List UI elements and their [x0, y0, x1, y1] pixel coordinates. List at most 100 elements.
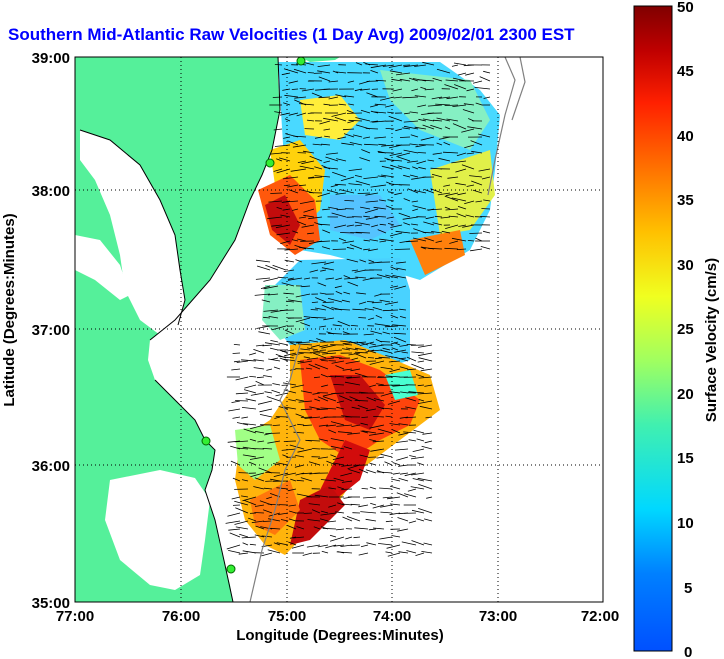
velocity-arrow	[412, 205, 427, 210]
velocity-arrow	[355, 117, 371, 122]
velocity-arrow	[325, 152, 339, 155]
velocity-arrow	[367, 357, 375, 359]
velocity-arrow	[359, 341, 375, 346]
velocity-arrow	[420, 86, 427, 90]
y-axis-label: Latitude (Degrees:Minutes)	[1, 213, 18, 406]
velocity-arrow	[282, 382, 297, 386]
velocity-arrow	[451, 160, 467, 164]
velocity-arrow	[273, 542, 281, 546]
velocity-arrow	[401, 541, 417, 546]
velocity-arrow	[345, 360, 361, 364]
velocity-arrow	[417, 384, 425, 387]
velocity-arrow	[412, 478, 425, 482]
velocity-arrow	[366, 408, 377, 412]
velocity-arrow	[321, 360, 329, 362]
velocity-arrow	[426, 208, 443, 211]
velocity-arrow	[342, 240, 355, 244]
velocity-arrow	[303, 512, 313, 514]
velocity-arrow	[228, 550, 241, 554]
velocity-arrow	[293, 431, 305, 434]
velocity-arrow	[330, 356, 343, 359]
velocity-arrow	[316, 408, 329, 411]
velocity-arrow	[480, 246, 491, 250]
velocity-arrow	[234, 500, 249, 506]
velocity-arrow	[264, 391, 273, 394]
velocity-arrow	[369, 360, 385, 365]
velocity-arrow	[464, 200, 475, 205]
velocity-arrow	[387, 552, 401, 557]
velocity-arrow	[474, 87, 491, 90]
velocity-arrow	[389, 391, 401, 394]
velocity-arrow	[359, 259, 367, 263]
velocity-arrow	[270, 478, 281, 482]
velocity-arrow	[360, 88, 371, 91]
velocity-arrow	[452, 104, 467, 107]
velocity-arrow	[386, 496, 401, 500]
velocity-arrow	[366, 542, 377, 546]
velocity-arrow	[337, 502, 345, 506]
velocity-arrow	[291, 384, 305, 388]
velocity-arrow	[339, 395, 353, 402]
velocity-arrow	[328, 504, 337, 508]
velocity-arrow	[340, 472, 353, 477]
velocity-arrow	[388, 64, 403, 68]
velocity-arrow	[394, 192, 403, 196]
velocity-arrow	[365, 128, 379, 130]
velocity-arrow	[361, 416, 369, 418]
velocity-arrow	[289, 342, 297, 346]
velocity-arrow	[365, 63, 379, 66]
velocity-arrow	[400, 391, 409, 394]
velocity-arrow	[418, 79, 435, 82]
velocity-arrow	[346, 224, 355, 227]
velocity-arrow	[340, 176, 355, 182]
velocity-arrow	[264, 342, 281, 346]
velocity-arrow	[301, 88, 315, 92]
velocity-arrow	[317, 544, 329, 548]
velocity-arrow	[436, 68, 451, 74]
velocity-arrow	[457, 192, 467, 196]
velocity-arrow	[276, 232, 291, 236]
velocity-arrow	[275, 462, 289, 466]
velocity-arrow	[341, 488, 353, 490]
velocity-arrow	[347, 80, 355, 83]
velocity-arrow	[312, 392, 321, 395]
velocity-arrow	[358, 468, 369, 474]
velocity-arrow	[228, 408, 241, 412]
y-tick-label: 37:00	[32, 322, 70, 339]
velocity-arrow	[456, 152, 467, 157]
velocity-arrow	[462, 109, 475, 114]
velocity-arrow	[255, 277, 271, 280]
velocity-arrow	[454, 84, 467, 90]
velocity-arrow	[331, 392, 345, 395]
velocity-arrow	[322, 301, 335, 303]
velocity-arrow	[356, 341, 367, 344]
velocity-arrow	[405, 416, 417, 419]
velocity-arrow	[370, 104, 379, 108]
velocity-arrow	[354, 175, 363, 178]
velocity-arrow	[321, 384, 329, 388]
velocity-arrow	[335, 277, 343, 281]
velocity-arrow	[399, 136, 411, 138]
velocity-arrow	[283, 440, 297, 442]
velocity-arrow	[338, 103, 347, 106]
velocity-arrow	[312, 350, 329, 354]
velocity-arrow	[483, 230, 491, 234]
velocity-arrow	[323, 317, 335, 321]
velocity-arrow	[341, 142, 355, 146]
velocity-arrow	[359, 454, 369, 458]
velocity-arrow	[341, 464, 353, 467]
velocity-arrow	[418, 357, 433, 362]
velocity-arrow	[317, 282, 327, 287]
velocity-arrow	[369, 486, 377, 490]
velocity-arrow	[420, 136, 435, 141]
velocity-arrow	[345, 347, 359, 351]
velocity-arrow	[445, 79, 459, 82]
velocity-arrow	[328, 429, 337, 434]
velocity-arrow	[226, 544, 241, 550]
velocity-arrow	[411, 88, 419, 92]
radar-site-marker	[201, 436, 211, 446]
velocity-arrow	[241, 536, 257, 539]
velocity-arrow	[328, 80, 339, 83]
velocity-arrow	[320, 407, 337, 410]
velocity-arrow	[370, 502, 377, 506]
